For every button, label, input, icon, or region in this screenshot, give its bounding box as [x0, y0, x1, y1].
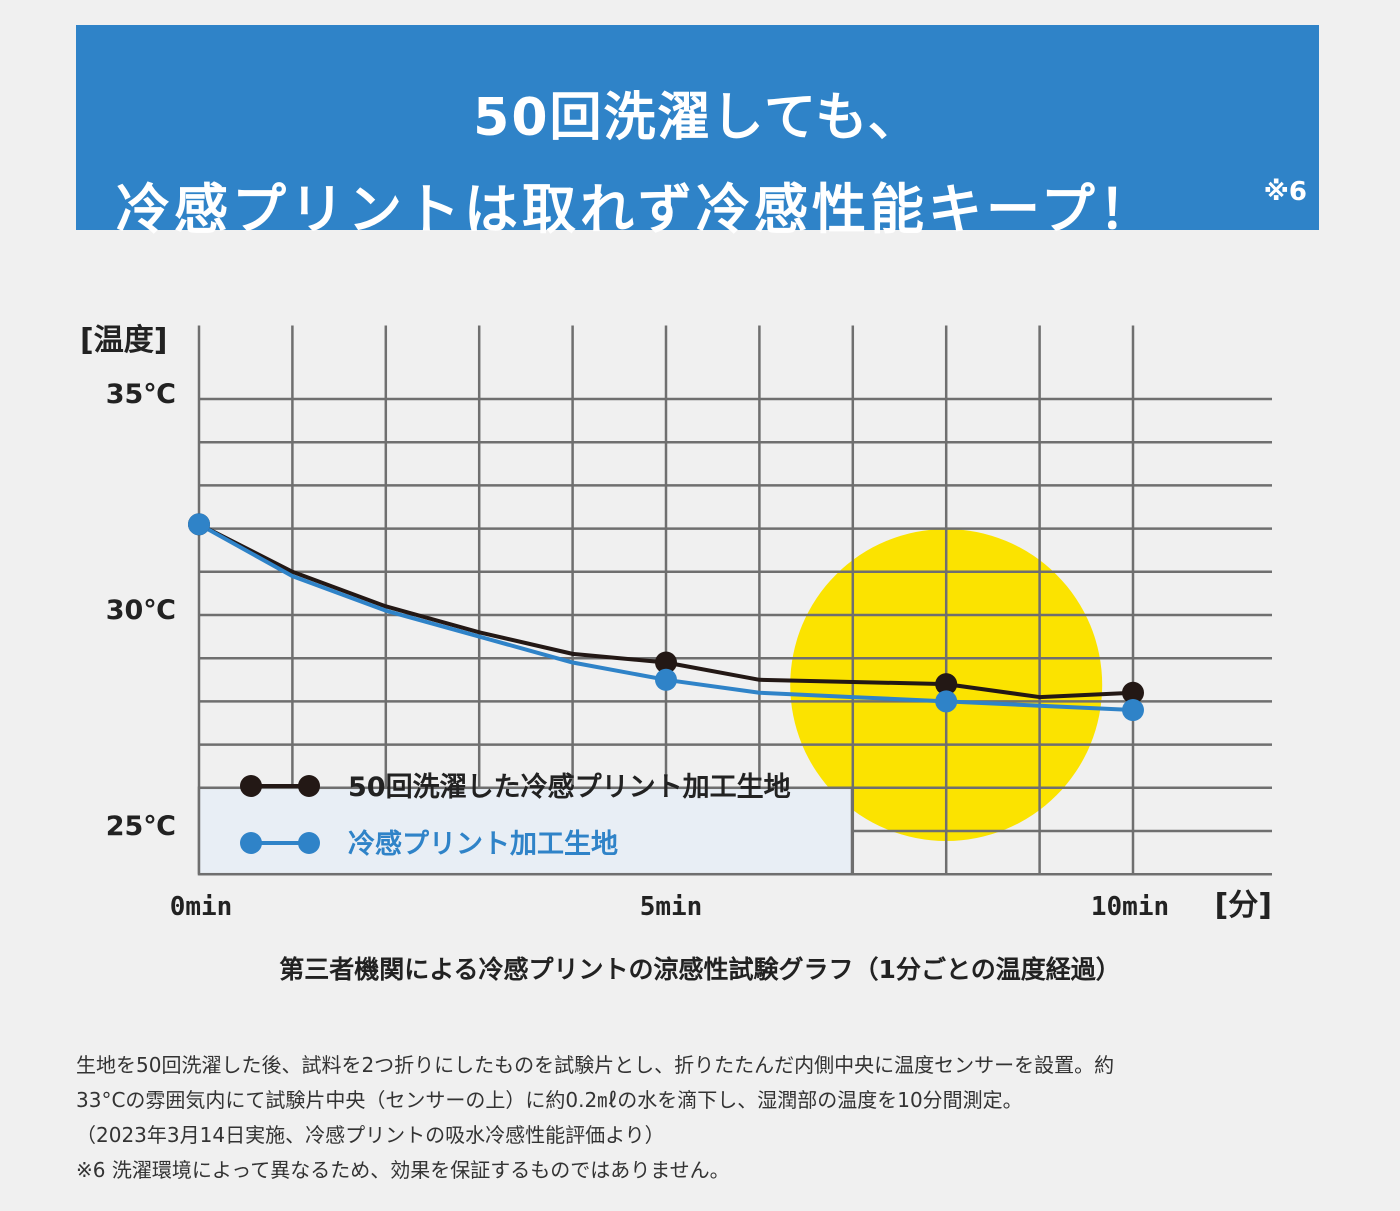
data-point-1: [188, 513, 210, 536]
legend-marker-1: [298, 832, 320, 854]
legend-box: [197, 786, 854, 876]
y-tick-label: 25℃: [106, 811, 176, 842]
x-tick-label: 0min: [170, 892, 233, 922]
data-point-0: [655, 651, 677, 674]
legend-marker-0: [240, 775, 262, 797]
legend-label-1: 冷感プリント加工生地: [348, 828, 618, 860]
footnote: 生地を50回洗濯した後、試料を2つ折りにしたものを試験片とし、折りたたんだ内側中…: [76, 1048, 1336, 1188]
data-point-0: [935, 673, 958, 696]
footnote-line: （2023年3月14日実施、冷感プリントの吸水冷感性能評価より）: [76, 1123, 665, 1147]
headline-line1: 50回洗濯しても、: [473, 88, 922, 148]
y-tick-label: 35℃: [106, 379, 176, 410]
legend-marker-1: [240, 832, 262, 854]
x-tick-label: 10min: [1091, 892, 1169, 922]
headline-line2: 冷感プリントは取れず冷感性能キープ！: [116, 178, 1157, 241]
headline-banner: 50回洗濯しても、 冷感プリントは取れず冷感性能キープ！ ※6: [76, 25, 1319, 241]
footnote-line: ※6 洗濯環境によって異なるため、効果を保証するものではありません。: [76, 1158, 730, 1182]
y-axis-label: [温度]: [80, 323, 167, 358]
data-point-1: [655, 668, 677, 691]
footnote-line: 生地を50回洗濯した後、試料を2つ折りにしたものを試験片とし、折りたたんだ内側中…: [76, 1053, 1115, 1077]
data-point-0: [1122, 681, 1144, 704]
x-tick-label: 5min: [640, 892, 703, 922]
legend-label-0: 50回洗濯した冷感プリント加工生地: [348, 771, 791, 803]
chart-caption: 第三者機関による冷感プリントの涼感性試験グラフ（1分ごとの温度経過）: [279, 955, 1121, 984]
y-tick-label: 30℃: [106, 595, 176, 626]
legend-marker-0: [298, 775, 320, 797]
footnote-line: 33°Cの雰囲気内にて試験片中央（センサーの上）に約0.2㎖の水を滴下し、湿潤部…: [76, 1088, 1023, 1112]
headline-note: ※6: [1263, 177, 1307, 207]
x-axis-label: [分]: [1215, 888, 1272, 923]
data-point-1: [1122, 699, 1144, 722]
data-point-1: [935, 690, 958, 713]
